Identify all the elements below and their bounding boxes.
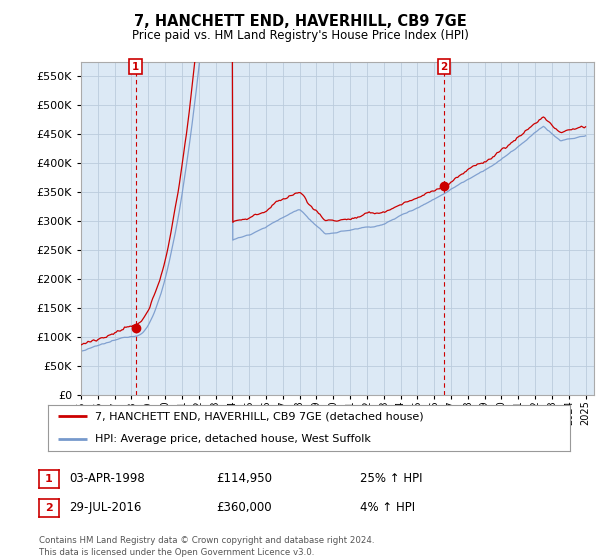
Text: 7, HANCHETT END, HAVERHILL, CB9 7GE (detached house): 7, HANCHETT END, HAVERHILL, CB9 7GE (det… xyxy=(95,412,424,421)
Text: Price paid vs. HM Land Registry's House Price Index (HPI): Price paid vs. HM Land Registry's House … xyxy=(131,29,469,42)
Text: 2: 2 xyxy=(45,503,53,513)
Text: 7, HANCHETT END, HAVERHILL, CB9 7GE: 7, HANCHETT END, HAVERHILL, CB9 7GE xyxy=(134,14,466,29)
Text: HPI: Average price, detached house, West Suffolk: HPI: Average price, detached house, West… xyxy=(95,435,371,444)
Text: 4% ↑ HPI: 4% ↑ HPI xyxy=(360,501,415,515)
Text: Contains HM Land Registry data © Crown copyright and database right 2024.
This d: Contains HM Land Registry data © Crown c… xyxy=(39,536,374,557)
Text: £114,950: £114,950 xyxy=(216,472,272,486)
Text: 1: 1 xyxy=(45,474,53,484)
Text: 29-JUL-2016: 29-JUL-2016 xyxy=(69,501,142,515)
Text: 2: 2 xyxy=(440,62,448,72)
Text: 03-APR-1998: 03-APR-1998 xyxy=(69,472,145,486)
Text: 1: 1 xyxy=(132,62,139,72)
Text: £360,000: £360,000 xyxy=(216,501,272,515)
Text: 25% ↑ HPI: 25% ↑ HPI xyxy=(360,472,422,486)
